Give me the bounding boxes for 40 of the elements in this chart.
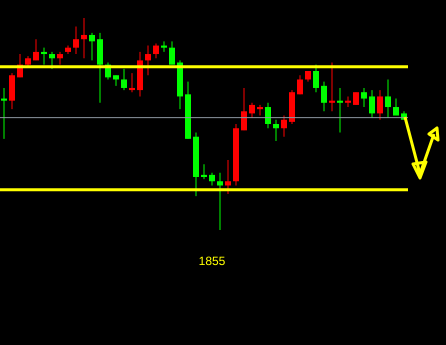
- candlestick: [321, 81, 327, 112]
- candlestick: [241, 87, 247, 131]
- candlestick: [257, 104, 263, 116]
- candlestick: [73, 26, 79, 55]
- candlestick: [393, 98, 399, 116]
- candlestick: [57, 51, 63, 66]
- candlestick: [33, 38, 39, 61]
- candlestick: [353, 92, 359, 106]
- candlestick: [305, 70, 311, 82]
- candlestick: [249, 102, 255, 118]
- candlestick: [161, 40, 167, 52]
- candlestick: [121, 68, 127, 91]
- candlestick: [129, 72, 135, 93]
- candlestick: [281, 115, 287, 138]
- candlestick: [169, 40, 175, 66]
- candlestick: [201, 164, 207, 180]
- candlestick: [273, 119, 279, 142]
- candlestick: [153, 42, 159, 59]
- candlestick: [41, 47, 47, 66]
- candlestick: [329, 62, 335, 112]
- candlestick: [217, 172, 223, 230]
- candlestick: [225, 160, 231, 194]
- candlestick: [385, 78, 391, 118]
- candlestick: [25, 56, 31, 68]
- candlestick: [265, 102, 271, 129]
- text: 1855: [198, 254, 226, 268]
- candlestick: [145, 45, 151, 76]
- candlestick: [89, 32, 95, 61]
- candlestick: [49, 51, 55, 70]
- candlestick: [113, 74, 119, 86]
- candlestick: [369, 90, 375, 118]
- candlestick: [377, 90, 383, 120]
- candlestick: [345, 96, 351, 108]
- candlestick: [1, 87, 7, 140]
- candlestick: [313, 64, 319, 93]
- candlestick: [81, 18, 87, 59]
- candlestick: [297, 74, 303, 95]
- candlestick: [209, 172, 215, 186]
- candlestick: [337, 87, 343, 133]
- candlestick: [361, 87, 367, 108]
